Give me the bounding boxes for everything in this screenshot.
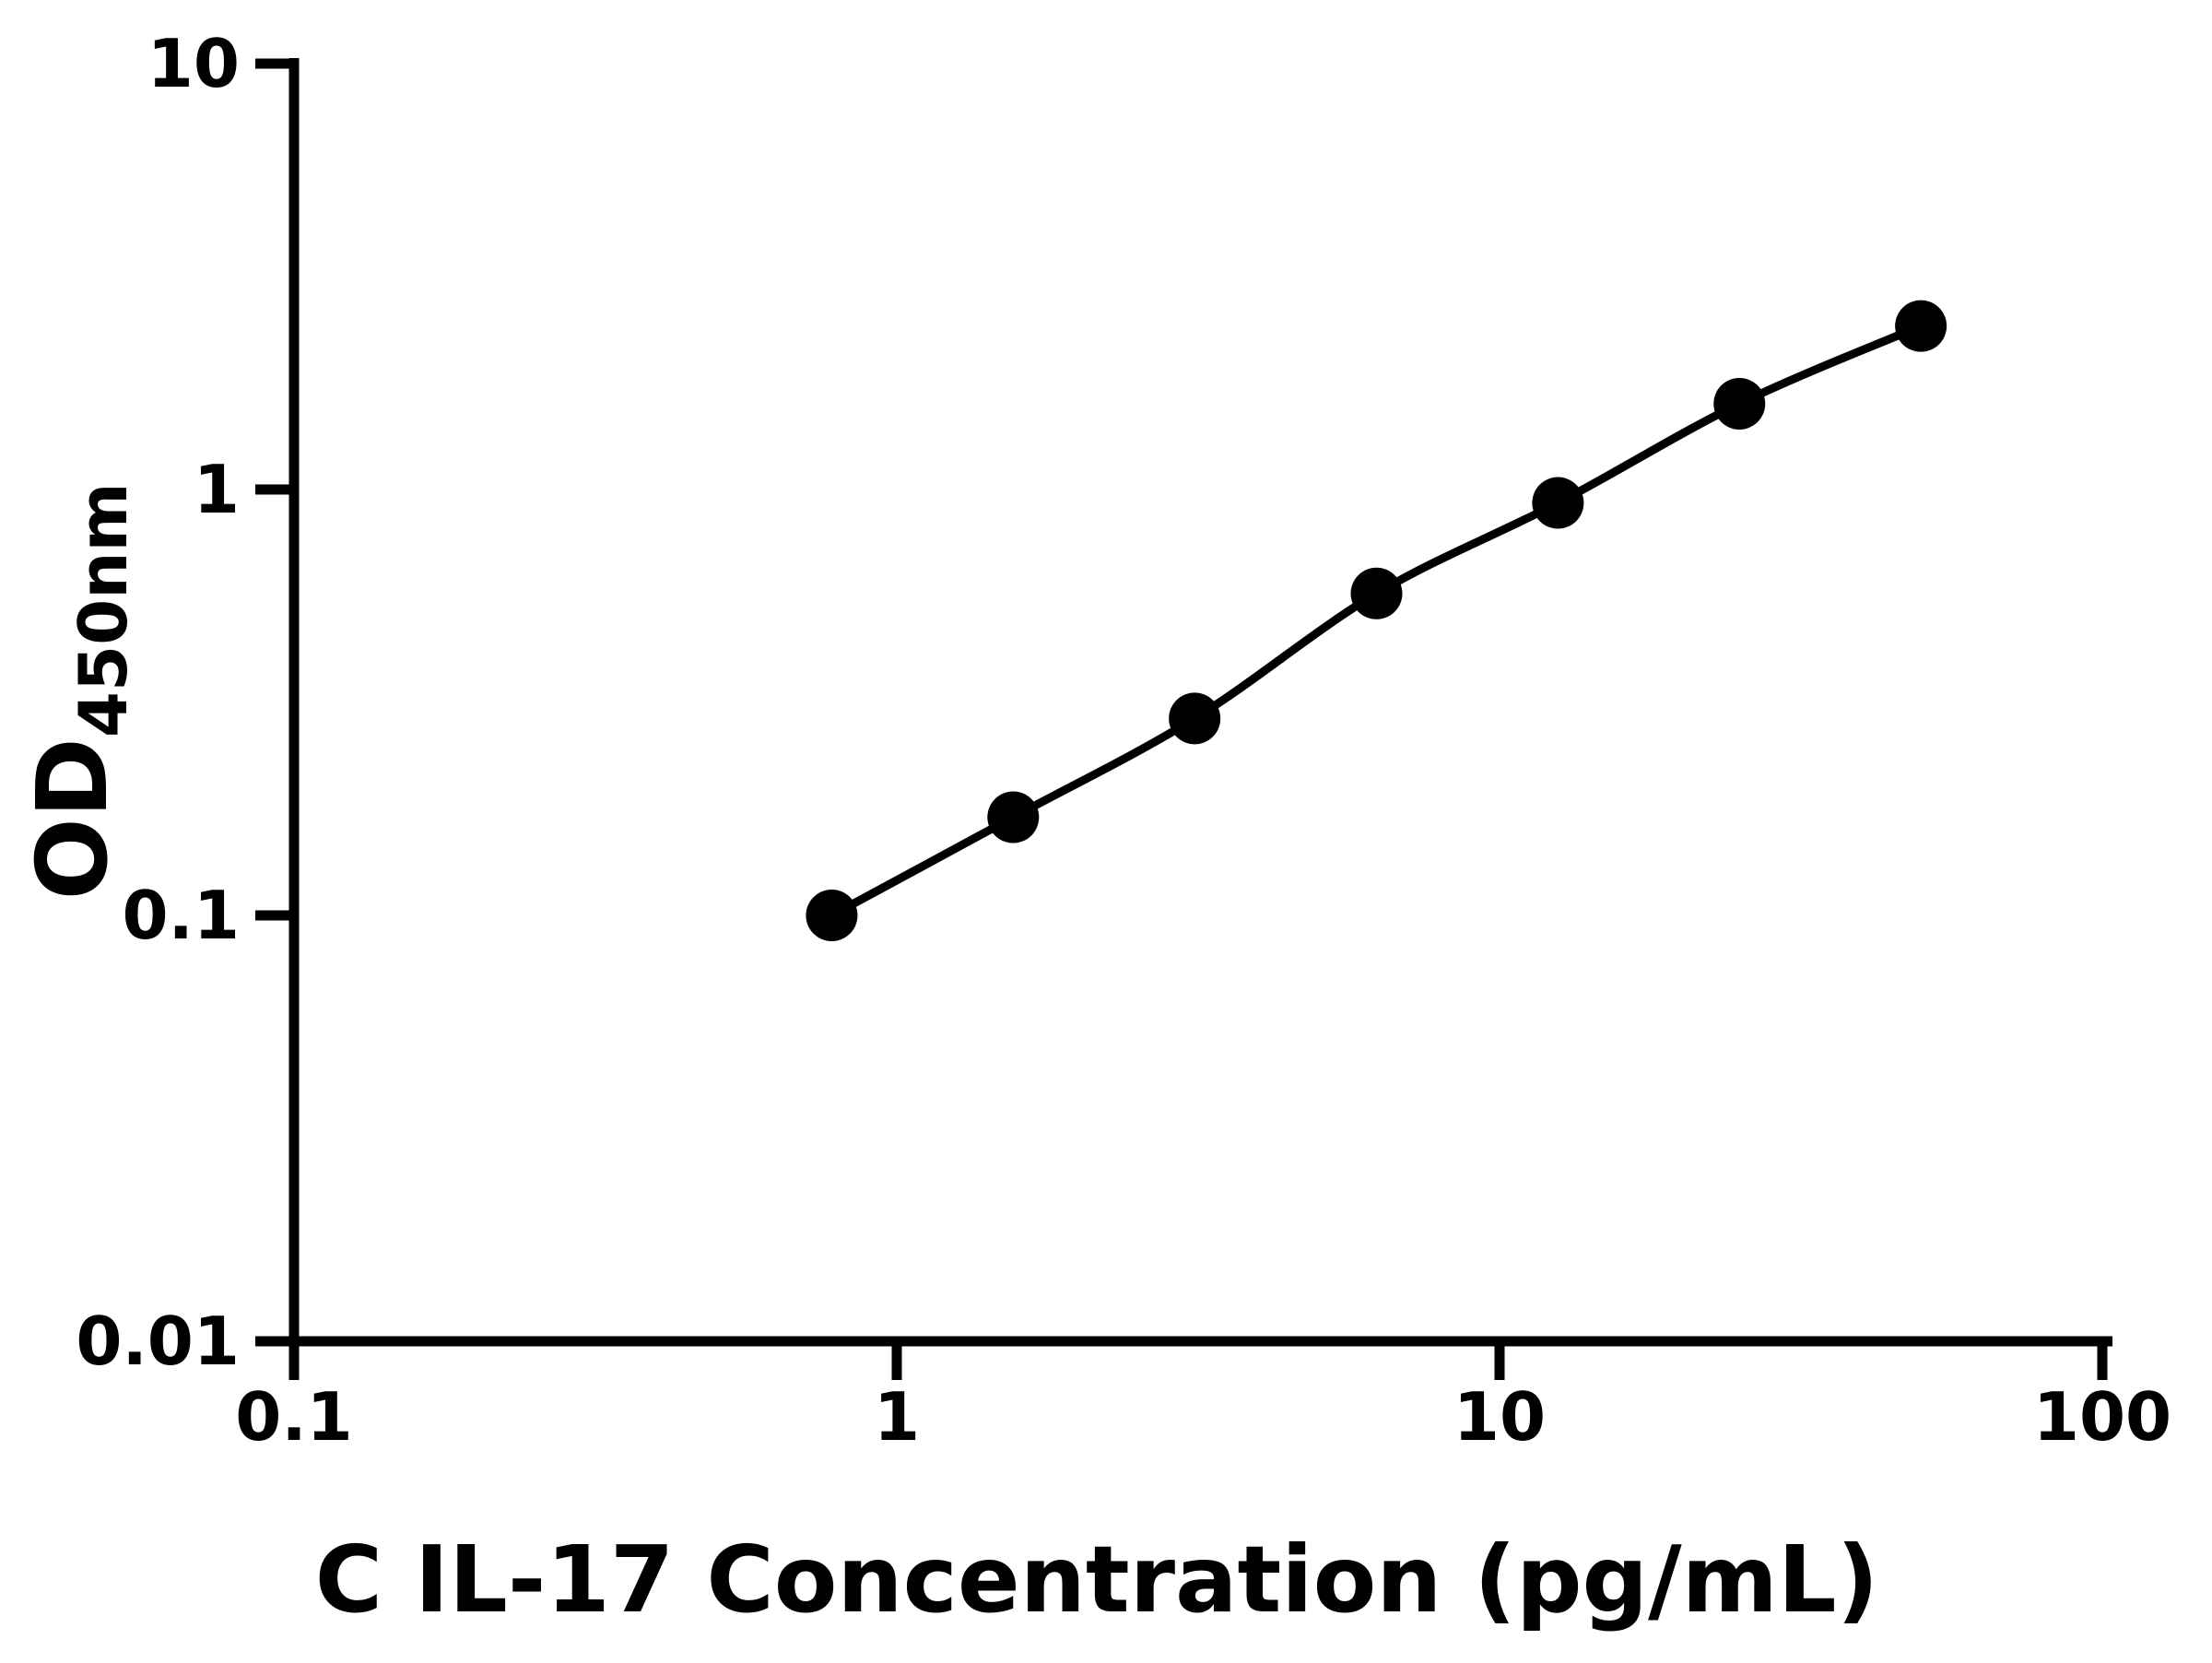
x-tick-label: 1	[874, 1378, 920, 1456]
y-axis-title-main: OD	[17, 737, 129, 900]
ticks-layer	[255, 58, 2108, 1380]
y-axis-title: OD450nm	[17, 483, 142, 901]
data-point-marker	[987, 791, 1040, 843]
data-point-marker	[806, 890, 858, 941]
data-series-layer	[806, 300, 1947, 941]
y-tick-label: 10	[147, 25, 240, 102]
data-point-marker	[1350, 567, 1403, 619]
data-point-marker	[1713, 377, 1766, 430]
y-axis-title-subscript: 450nm	[65, 483, 142, 738]
x-tick-label: 10	[1453, 1378, 1546, 1456]
data-point-marker	[1169, 692, 1221, 745]
x-tick-label: 100	[2033, 1378, 2171, 1456]
y-tick-label: 0.01	[76, 1303, 240, 1380]
data-point-marker	[1532, 477, 1584, 529]
y-tick-label: 0.1	[122, 877, 240, 954]
y-tick-label: 1	[194, 451, 240, 528]
x-axis-title: C IL-17 Concentration (pg/mL)	[315, 1526, 1879, 1634]
data-point-marker	[1895, 300, 1947, 352]
x-tick-label: 0.1	[235, 1378, 353, 1456]
